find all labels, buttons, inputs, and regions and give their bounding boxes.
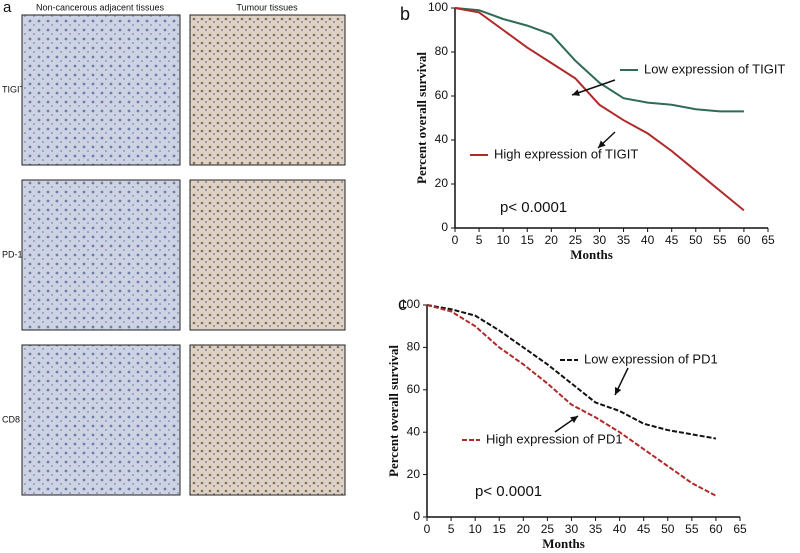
survival-curve [454,7,745,212]
x-tick-label: 20 [545,233,559,247]
arrow-head [570,416,578,423]
x-tick-label: 50 [661,522,675,536]
micrograph [189,344,346,496]
x-tick-label: 20 [517,522,531,536]
x-tick-label: 10 [496,233,510,247]
row-label: TIGIT [2,84,25,94]
x-tick-label: 0 [424,522,431,536]
x-tick-label: 15 [521,233,535,247]
row-label: CD8 [2,414,20,424]
x-tick-label: 25 [541,522,555,536]
y-tick-label: 100 [400,297,420,311]
y-tick-label: 60 [435,88,449,102]
arrow [571,79,616,96]
x-tick-label: 0 [452,233,459,247]
y-tick-label: 0 [441,220,448,234]
x-tick-label: 35 [617,233,631,247]
y-axis-label: Percent overall survival [386,345,401,477]
x-tick-label: 30 [593,233,607,247]
x-tick-label: 35 [589,522,603,536]
survival-curve [426,304,717,440]
x-tick-label: 5 [476,233,483,247]
p-value: p< 0.0001 [500,199,567,216]
legend-label: Low expression of TIGIT [644,61,785,76]
y-tick-label: 40 [407,424,421,438]
survival-curve [426,304,717,497]
x-tick-label: 40 [641,233,655,247]
x-tick-label: 5 [448,522,455,536]
y-tick-label: 40 [435,132,449,146]
x-tick-label: 65 [733,522,747,536]
x-tick-label: 15 [493,522,507,536]
x-axis-label: Months [570,247,613,262]
micrograph [189,14,346,166]
y-tick-label: 60 [407,382,421,396]
x-axis-label: Months [542,536,585,551]
y-tick-label: 0 [413,509,420,523]
micrograph [189,179,346,331]
survival-curve [454,7,744,113]
y-tick-label: 20 [407,467,421,481]
panel-label: c [398,294,407,314]
legend-label: High expression of TIGIT [494,146,638,161]
x-tick-label: 10 [468,522,482,536]
panel-label: b [400,4,410,24]
row-label: PD-1 [2,249,23,259]
x-tick-label: 65 [761,233,775,247]
x-tick-label: 55 [685,522,699,536]
panel-label: a [3,0,12,16]
arrow-head [598,140,606,148]
x-tick-label: 25 [569,233,583,247]
legend-label: High expression of PD1 [486,431,623,446]
x-tick-label: 45 [665,233,679,247]
y-tick-label: 100 [428,0,448,14]
x-tick-label: 60 [709,522,723,536]
y-tick-label: 20 [435,176,449,190]
column-header: Non-cancerous adjacent tissues [36,2,165,12]
micrograph [21,179,181,331]
x-tick-label: 40 [613,522,627,536]
arrow-head [614,387,622,395]
micrograph [21,14,181,166]
x-tick-label: 45 [637,522,651,536]
x-tick-label: 50 [689,233,703,247]
y-tick-label: 80 [407,340,421,354]
x-tick-label: 30 [565,522,579,536]
x-tick-label: 55 [713,233,727,247]
legend-label: Low expression of PD1 [584,351,718,366]
column-header: Tumour tissues [236,2,298,12]
x-tick-label: 60 [737,233,751,247]
arrow-head [572,89,580,96]
micrograph [21,344,181,496]
y-tick-label: 80 [435,44,449,58]
panel-a: a Non-cancerous adjacent tissues Tumour … [2,0,346,496]
y-axis-label: Percent overall survival [414,52,429,184]
p-value: p< 0.0001 [475,483,542,500]
